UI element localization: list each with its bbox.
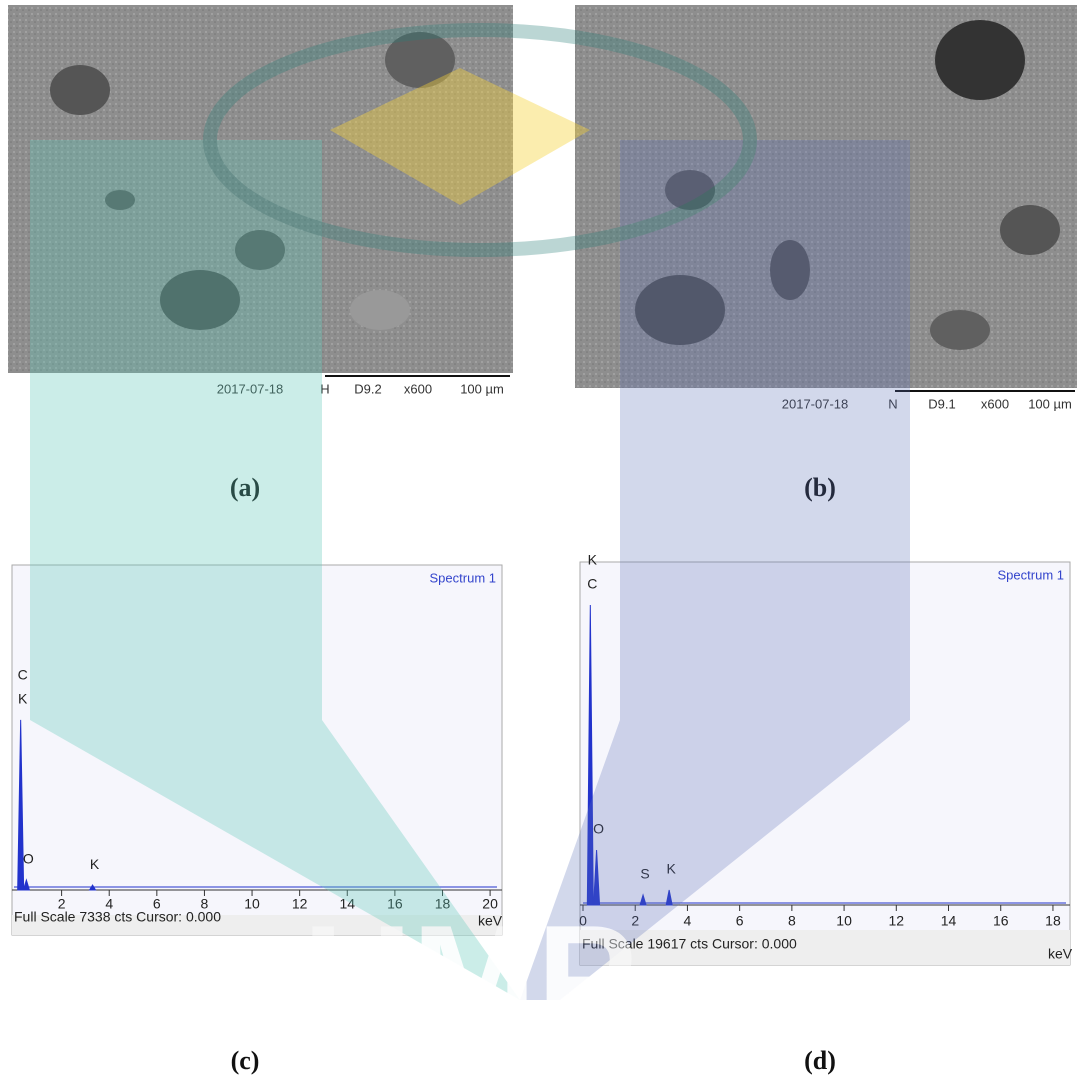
x-tick-label: 4 — [684, 913, 692, 929]
sem-magnification: x600 — [981, 396, 1009, 411]
spectrum-title: Spectrum 1 — [430, 570, 496, 585]
sem-magnification: x600 — [404, 381, 432, 396]
peak-label: C — [587, 576, 597, 592]
sem-scale: 100 µm — [1028, 396, 1072, 411]
x-tick-label: 10 — [836, 913, 852, 929]
figure: 2017-07-18 H D9.2 x600 100 µm 2017-07-18… — [0, 0, 1079, 1083]
sem-scale: 100 µm — [460, 381, 504, 396]
x-tick-label: 16 — [993, 913, 1009, 929]
panel-label: (c) — [231, 1046, 260, 1075]
peak-label: K — [18, 691, 28, 707]
peak-label: K — [90, 856, 100, 872]
x-tick-label: 10 — [244, 896, 260, 912]
peak-label: C — [18, 667, 28, 683]
unit-label: keV — [1048, 946, 1073, 962]
peak-label: O — [23, 851, 34, 867]
x-tick-label: 6 — [736, 913, 744, 929]
x-tick-label: 8 — [788, 913, 796, 929]
x-tick-label: 14 — [941, 913, 957, 929]
sem-distance: D9.1 — [928, 396, 955, 411]
x-tick-label: 12 — [889, 913, 905, 929]
panel-label: (d) — [804, 1046, 836, 1075]
x-tick-label: 18 — [1045, 913, 1061, 929]
sem-distance: D9.2 — [354, 381, 381, 396]
footer-text: Full Scale 7338 cts Cursor: 0.000 — [14, 909, 221, 925]
watermark-text: UMP — [303, 894, 636, 1062]
peak-label: K — [588, 552, 598, 568]
spectrum-title: Spectrum 1 — [998, 567, 1064, 582]
